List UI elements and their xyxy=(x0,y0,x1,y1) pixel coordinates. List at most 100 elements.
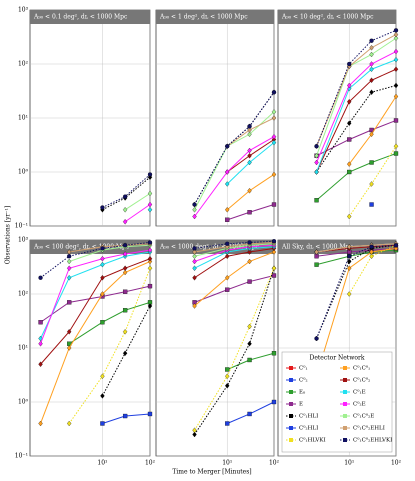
marker xyxy=(225,287,230,292)
marker xyxy=(192,431,197,438)
marker xyxy=(147,303,153,309)
panel-title-bar xyxy=(30,240,150,254)
y-tick-label: 10² xyxy=(18,291,29,298)
marker xyxy=(314,262,319,267)
marker xyxy=(347,120,352,126)
marker xyxy=(393,93,399,100)
marker xyxy=(271,133,277,140)
marker xyxy=(393,143,399,149)
marker xyxy=(38,320,43,325)
marker xyxy=(271,115,277,121)
legend-label: C⁰₂ xyxy=(299,377,308,384)
y-tick-label: 10⁻¹ xyxy=(15,223,28,230)
marker xyxy=(192,207,197,213)
legend-marker xyxy=(343,402,347,406)
marker xyxy=(314,144,319,149)
series-line xyxy=(124,204,151,223)
marker xyxy=(66,345,72,351)
marker xyxy=(247,240,252,245)
marker xyxy=(192,246,197,251)
marker xyxy=(147,255,153,262)
series-line xyxy=(194,241,275,253)
marker xyxy=(314,169,319,175)
marker xyxy=(347,161,352,167)
marker xyxy=(247,147,252,154)
marker xyxy=(247,340,252,347)
marker xyxy=(247,357,252,363)
marker xyxy=(122,350,128,356)
marker xyxy=(347,213,352,220)
legend-label: C⁰₂E xyxy=(353,401,366,408)
legend-marker xyxy=(343,426,347,430)
marker xyxy=(271,351,277,356)
series-line xyxy=(316,37,397,156)
legend-label: C⁰₂HLI xyxy=(299,425,318,432)
marker xyxy=(225,169,230,175)
marker xyxy=(369,244,374,249)
marker xyxy=(225,421,230,426)
marker xyxy=(369,77,374,83)
marker xyxy=(100,246,105,251)
marker xyxy=(147,283,153,289)
marker xyxy=(147,172,153,177)
marker xyxy=(192,253,197,259)
series-line xyxy=(194,111,275,210)
marker xyxy=(122,194,128,199)
series-line xyxy=(316,247,397,257)
y-tick-label: 10⁰ xyxy=(18,399,29,406)
legend-label: C⁰₁HLI xyxy=(299,413,318,420)
series-line xyxy=(194,246,275,269)
panel-title: A₉₀ < 10 deg², dʟ < 1000 Mpc xyxy=(281,14,374,21)
marker xyxy=(247,210,252,215)
marker xyxy=(100,421,105,426)
marker xyxy=(369,249,374,255)
legend-label: C⁰₁C⁰₂E xyxy=(353,413,374,420)
marker xyxy=(247,127,252,133)
marker xyxy=(100,291,105,297)
x-tick-label: 10² xyxy=(391,460,402,467)
marker xyxy=(369,253,374,259)
marker xyxy=(66,258,72,265)
marker xyxy=(347,291,352,297)
marker xyxy=(147,411,153,417)
legend-marker xyxy=(343,414,347,418)
series-line xyxy=(194,136,275,217)
marker xyxy=(66,329,72,335)
legend-marker xyxy=(289,402,293,406)
marker xyxy=(347,244,352,250)
marker xyxy=(192,275,197,281)
marker xyxy=(271,239,277,244)
marker xyxy=(347,61,352,67)
legend-marker xyxy=(289,390,293,394)
series-line xyxy=(194,275,275,303)
marker xyxy=(225,373,230,379)
marker xyxy=(369,66,374,72)
x-tick-label: 10¹ xyxy=(344,460,354,467)
series-line xyxy=(316,244,397,339)
marker xyxy=(100,320,105,325)
marker xyxy=(192,258,197,265)
marker xyxy=(271,109,277,115)
marker xyxy=(122,308,128,313)
marker xyxy=(271,171,277,178)
series-line xyxy=(194,244,275,262)
marker xyxy=(271,249,277,255)
legend-marker xyxy=(343,390,347,394)
y-axis-label: Observations [yr⁻¹] xyxy=(5,206,12,265)
panel-title-bar xyxy=(278,10,396,24)
marker xyxy=(247,258,252,265)
marker xyxy=(122,265,128,271)
series-line xyxy=(316,68,397,173)
marker xyxy=(67,300,72,305)
marker xyxy=(247,153,252,159)
legend-marker xyxy=(343,438,347,442)
legend-label: E xyxy=(299,402,303,408)
marker xyxy=(369,61,374,67)
marker xyxy=(347,137,352,142)
marker xyxy=(271,202,277,207)
marker xyxy=(192,265,197,271)
marker xyxy=(247,279,252,284)
marker xyxy=(192,213,197,220)
marker xyxy=(393,151,399,156)
